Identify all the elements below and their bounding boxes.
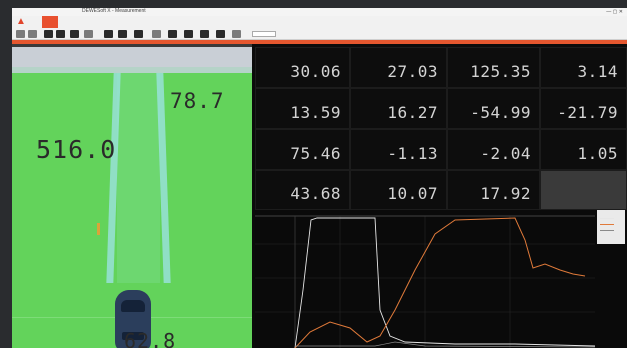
- pause-button[interactable]: [56, 30, 65, 38]
- screen-button-6[interactable]: [184, 30, 193, 38]
- screen-selector-field[interactable]: [252, 31, 276, 37]
- design-button[interactable]: [70, 30, 79, 38]
- ribbon-toolbar: ▲: [12, 16, 627, 40]
- meter-cell: 1.05: [540, 129, 627, 170]
- meter-value: 3.14: [577, 62, 618, 81]
- meter-cell: 10.07: [350, 170, 447, 210]
- window-controls-icon[interactable]: — ▢ ✕: [606, 9, 623, 15]
- screen-button-8[interactable]: [216, 30, 225, 38]
- meter-value: 75.46: [290, 144, 341, 163]
- setup-button[interactable]: [84, 30, 93, 38]
- screen-button-3[interactable]: [134, 30, 143, 38]
- ribbon-tab-measure[interactable]: [42, 16, 58, 28]
- app-logo-icon: ▲: [16, 16, 26, 27]
- white-trace: [294, 217, 596, 348]
- meter-value: 13.59: [290, 103, 341, 122]
- orange-trace: [294, 217, 586, 348]
- freeze-button[interactable]: [28, 30, 37, 38]
- meter-value: 27.03: [387, 62, 438, 81]
- gray-trace: [295, 341, 596, 348]
- meter-cell: -21.79: [540, 88, 627, 129]
- screen-button-2[interactable]: [118, 30, 127, 38]
- road-marker: [97, 223, 100, 235]
- meter-cell: 13.59: [255, 88, 350, 129]
- digital-meter-grid: 30.06 27.03 125.35 3.14 13.59 16.27 -54.99 -21.…: [255, 47, 627, 210]
- meter-cell: -54.99: [447, 88, 540, 129]
- meter-cell: [540, 170, 627, 210]
- plot-grid: [255, 216, 595, 348]
- screen-button-9[interactable]: [232, 30, 241, 38]
- ribbon-tab-file[interactable]: [28, 16, 34, 28]
- video-horizon: [12, 47, 252, 67]
- screen-tab-strip[interactable]: [12, 40, 627, 44]
- video-value-top: 78.7: [170, 89, 225, 113]
- ribbon-tab-analysis[interactable]: [62, 16, 74, 28]
- meter-value: 17.92: [480, 184, 531, 203]
- meter-cell: 27.03: [350, 47, 447, 88]
- meter-cell: 75.46: [255, 129, 350, 170]
- plot-legend: [597, 210, 625, 244]
- meter-value: -2.04: [480, 144, 531, 163]
- meter-value: -21.79: [557, 103, 618, 122]
- road-edge: [12, 67, 252, 73]
- video-value-bottom: 62.8: [124, 329, 177, 348]
- plot-canvas: [255, 215, 596, 348]
- meter-cell: -1.13: [350, 129, 447, 170]
- title-bar: DEWESoft X - Measurement — ▢ ✕: [12, 8, 627, 16]
- screen-button-4[interactable]: [152, 30, 161, 38]
- meter-value: 16.27: [387, 103, 438, 122]
- meter-value: -1.13: [387, 144, 438, 163]
- vehicle-icon: [115, 290, 151, 348]
- meter-cell: 30.06: [255, 47, 350, 88]
- meter-value: -54.99: [470, 103, 531, 122]
- lane-overlay: [117, 73, 160, 283]
- screen-button-5[interactable]: [168, 30, 177, 38]
- video-panel: 78.7 516.0 62.8: [12, 47, 252, 348]
- screen-button-7[interactable]: [200, 30, 209, 38]
- meter-value: 1.05: [577, 144, 618, 163]
- store-button[interactable]: [16, 30, 25, 38]
- application-window: DEWESoft X - Measurement — ▢ ✕ ▲: [12, 8, 627, 348]
- meter-cell: 3.14: [540, 47, 627, 88]
- meter-value: 43.68: [290, 184, 341, 203]
- meter-value: 10.07: [387, 184, 438, 203]
- screen-button-1[interactable]: [104, 30, 113, 38]
- video-value-left: 516.0: [36, 135, 117, 164]
- meter-value: 30.06: [290, 62, 341, 81]
- meter-cell: 43.68: [255, 170, 350, 210]
- window-title: DEWESoft X - Measurement: [82, 8, 146, 14]
- meter-cell: 16.27: [350, 88, 447, 129]
- video-header-bar: [12, 44, 252, 47]
- meter-cell: -2.04: [447, 129, 540, 170]
- meter-value: 125.35: [470, 62, 531, 81]
- meter-cell: 125.35: [447, 47, 540, 88]
- record-button[interactable]: [44, 30, 53, 38]
- recorder-plot[interactable]: [255, 210, 627, 348]
- meter-cell: 17.92: [447, 170, 540, 210]
